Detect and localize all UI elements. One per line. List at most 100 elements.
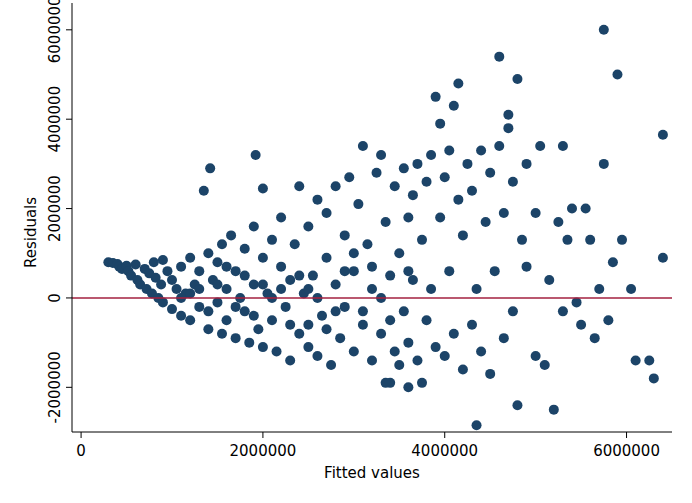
- point: [240, 271, 250, 281]
- point: [476, 145, 486, 155]
- point: [203, 324, 213, 334]
- point: [231, 302, 241, 312]
- point: [367, 262, 377, 272]
- point: [572, 297, 582, 307]
- point: [176, 262, 186, 272]
- point: [253, 324, 263, 334]
- point: [303, 320, 313, 330]
- x-tick: [81, 432, 82, 438]
- point: [217, 239, 227, 249]
- point: [422, 177, 432, 187]
- point: [390, 347, 400, 357]
- y-tick: [66, 29, 72, 30]
- point: [167, 304, 177, 314]
- point: [212, 297, 222, 307]
- point: [508, 306, 518, 316]
- point: [312, 195, 322, 205]
- point: [205, 163, 215, 173]
- point: [562, 235, 572, 245]
- point: [626, 284, 636, 294]
- point: [440, 351, 450, 361]
- point: [585, 235, 595, 245]
- point: [231, 266, 241, 276]
- point: [472, 284, 482, 294]
- point: [531, 208, 541, 218]
- point: [512, 400, 522, 410]
- point: [285, 356, 295, 366]
- y-tick-label: 2000000: [46, 175, 64, 242]
- point: [472, 420, 482, 430]
- point: [453, 78, 463, 88]
- point: [194, 284, 204, 294]
- point: [390, 181, 400, 191]
- point: [322, 324, 332, 334]
- point: [167, 275, 177, 285]
- point: [149, 257, 159, 267]
- point: [544, 275, 554, 285]
- point: [349, 248, 359, 258]
- point: [553, 217, 563, 227]
- x-tick: [444, 432, 445, 438]
- point: [162, 266, 172, 276]
- point: [276, 262, 286, 272]
- point: [303, 221, 313, 231]
- point: [194, 266, 204, 276]
- point: [358, 141, 368, 151]
- point: [331, 181, 341, 191]
- point: [549, 405, 559, 415]
- point: [435, 119, 445, 129]
- point: [608, 257, 618, 267]
- x-axis-title: Fitted values: [324, 464, 420, 482]
- point: [435, 213, 445, 223]
- point: [417, 235, 427, 245]
- point: [258, 183, 268, 193]
- background: [0, 0, 692, 503]
- point: [212, 257, 222, 267]
- point: [258, 280, 268, 290]
- point: [131, 259, 141, 269]
- point: [362, 239, 372, 249]
- x-tick-label: 4000000: [411, 442, 478, 460]
- y-tick: [66, 208, 72, 209]
- point: [349, 266, 359, 276]
- point: [290, 239, 300, 249]
- point: [340, 266, 350, 276]
- y-tick-label: 6000000: [46, 0, 64, 63]
- point: [267, 235, 277, 245]
- point: [508, 177, 518, 187]
- x-tick-label: 0: [76, 442, 86, 460]
- point: [444, 266, 454, 276]
- point: [381, 378, 391, 388]
- point: [522, 262, 532, 272]
- point: [567, 204, 577, 214]
- point: [431, 342, 441, 352]
- point: [331, 280, 341, 290]
- reference-line: [72, 297, 672, 299]
- point: [222, 284, 232, 294]
- point: [444, 145, 454, 155]
- point: [249, 221, 259, 231]
- point: [172, 284, 182, 294]
- point: [340, 230, 350, 240]
- point: [335, 333, 345, 343]
- point: [590, 333, 600, 343]
- x-axis: [72, 432, 672, 433]
- point: [176, 311, 186, 321]
- point: [494, 52, 504, 62]
- point: [385, 315, 395, 325]
- point: [276, 284, 286, 294]
- point: [203, 306, 213, 316]
- point: [381, 217, 391, 227]
- point: [331, 306, 341, 316]
- point: [303, 284, 313, 294]
- point: [449, 329, 459, 339]
- point: [294, 181, 304, 191]
- point: [376, 329, 386, 339]
- point: [408, 190, 418, 200]
- point: [426, 150, 436, 160]
- point: [649, 373, 659, 383]
- point: [185, 315, 195, 325]
- point: [467, 186, 477, 196]
- point: [499, 208, 509, 218]
- point: [403, 382, 413, 392]
